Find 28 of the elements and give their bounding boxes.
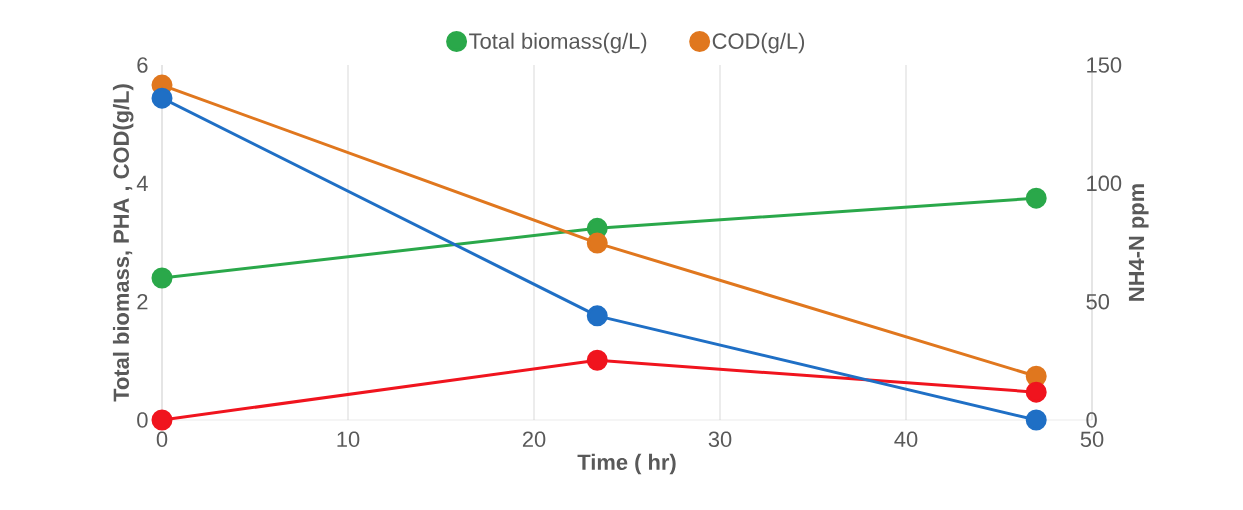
y-tick-label: 2 bbox=[137, 294, 148, 310]
point bbox=[1025, 187, 1047, 209]
legend-label: Total biomass(g/L) bbox=[469, 32, 647, 54]
point bbox=[1025, 381, 1047, 403]
y2-axis-title: NH4-N ppm bbox=[1128, 184, 1149, 301]
x-tick-label: 20 bbox=[522, 431, 546, 448]
y-tick-label: 0 bbox=[137, 412, 148, 428]
x-tick-label: 40 bbox=[894, 431, 918, 448]
point bbox=[586, 349, 608, 371]
y-tick-label: 4 bbox=[136, 175, 148, 191]
point bbox=[151, 87, 173, 109]
legend-label: COD(g/L) bbox=[712, 32, 805, 54]
x-axis-title: Time ( hr) bbox=[577, 453, 676, 475]
y2-tick-label: 100 bbox=[1087, 175, 1122, 192]
y2-tick-label: 150 bbox=[1087, 57, 1122, 73]
y2-tick-label: 50 bbox=[1086, 293, 1110, 310]
x-tick-label: 0 bbox=[156, 431, 168, 448]
point bbox=[151, 267, 173, 289]
y-tick-label: 6 bbox=[137, 57, 148, 73]
point bbox=[586, 232, 608, 254]
y-axis-title: Total biomass, PHA , COD(g/L) bbox=[112, 84, 134, 402]
point bbox=[151, 409, 173, 431]
point bbox=[586, 305, 608, 327]
x-tick-label: 30 bbox=[708, 431, 732, 448]
x-tick-label: 10 bbox=[337, 431, 360, 448]
y2-tick-label: 0 bbox=[1086, 412, 1097, 428]
point bbox=[1025, 409, 1047, 431]
x-tick-label: 50 bbox=[1080, 431, 1104, 448]
